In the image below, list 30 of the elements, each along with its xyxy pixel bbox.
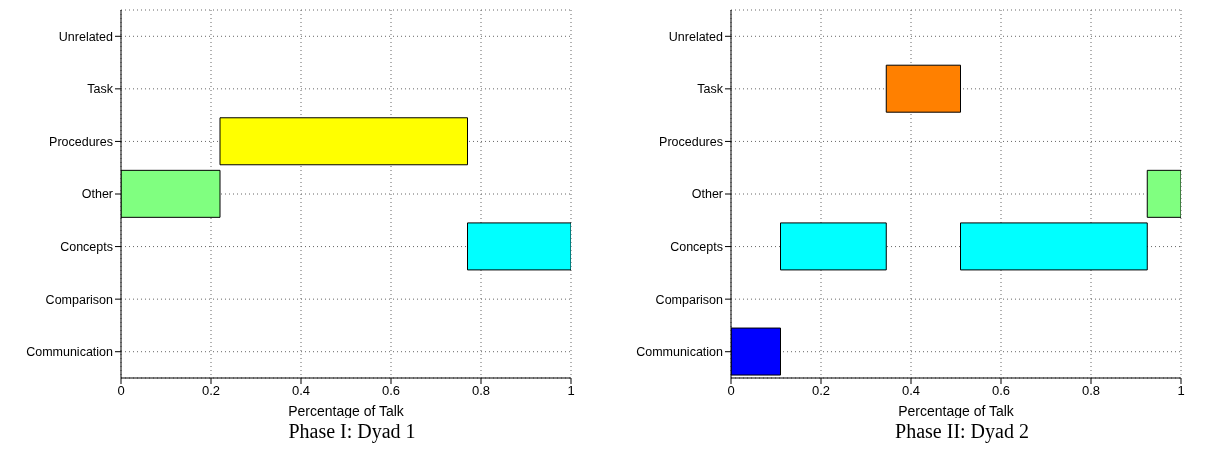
x-tick-label: 0.4: [901, 383, 921, 399]
x-axis-title: Percentage of Talk: [288, 403, 405, 419]
x-axis-title: Percentage of Talk: [898, 403, 1015, 419]
y-tick-label: Procedures: [659, 134, 723, 149]
x-tick-label: 0.8: [1081, 383, 1101, 399]
y-tick-label: Other: [691, 187, 723, 202]
x-tick-label: 0.6: [381, 383, 401, 399]
y-tick-label: Comparison: [655, 292, 724, 307]
y-tick-label: Concepts: [60, 240, 113, 255]
y-tick-label: Concepts: [670, 240, 723, 255]
y-tick-label: Other: [81, 187, 113, 202]
y-tick-label: Unrelated: [668, 29, 724, 44]
y-tick-label: Unrelated: [58, 29, 114, 44]
x-tick-label: 0.8: [471, 383, 491, 399]
text: Phase II: Dyad 2: [894, 420, 1030, 443]
x-tick-label: 0: [117, 383, 125, 399]
x-tick-label: 1: [1177, 383, 1185, 399]
x-tick-label: 1: [567, 383, 575, 399]
x-tick-label: 0.2: [811, 383, 831, 399]
x-tick-label: 0: [727, 383, 735, 399]
y-tick-label: Comparison: [45, 292, 114, 307]
x-tick-label: 0.2: [201, 383, 221, 399]
y-tick-label: Procedures: [49, 134, 113, 149]
y-tick-label: Task: [697, 82, 724, 97]
x-tick-label: 0.4: [291, 383, 311, 399]
x-tick-label: 0.6: [991, 383, 1011, 399]
text: Phase I: Dyad 1: [287, 420, 417, 443]
y-tick-label: Task: [87, 82, 114, 97]
y-tick-label: Communication: [26, 345, 114, 360]
y-tick-label: Communication: [636, 345, 724, 360]
